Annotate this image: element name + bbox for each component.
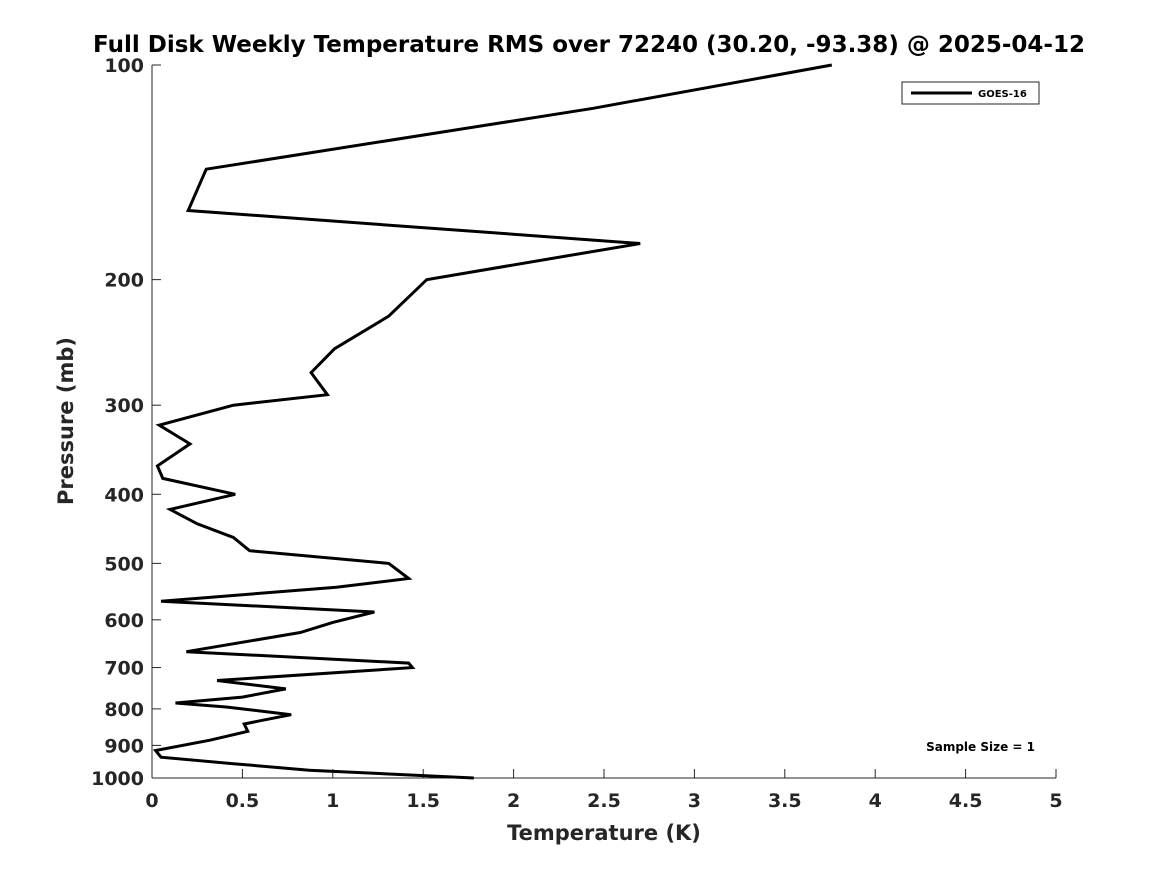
x-tick-label: 0.5 [226, 790, 260, 812]
series-layer [152, 63, 833, 780]
x-tick-label: 1.5 [406, 790, 440, 812]
y-tick-label: 600 [104, 610, 144, 632]
y-axis-ticks: 100 200 300 400 500 600 700 800 900 1000 [91, 55, 161, 790]
y-tick-label: 900 [104, 735, 144, 757]
x-tick-label: 4.5 [949, 790, 983, 812]
x-tick-label: 5 [1049, 790, 1062, 812]
y-tick-label: 700 [104, 658, 144, 680]
legend-label: GOES-16 [978, 89, 1027, 100]
series-line-goes-16 [152, 63, 833, 780]
legend: GOES-16 [901, 81, 1040, 105]
x-axis-ticks: 0 0.5 1 1.5 2 2.5 3 3.5 4 4.5 5 [145, 769, 1063, 812]
x-tick-label: 2 [507, 790, 520, 812]
x-tick-label: 3.5 [768, 790, 802, 812]
y-tick-label: 800 [104, 699, 144, 721]
y-tick-label: 100 [104, 55, 144, 77]
x-tick-label: 0 [145, 790, 158, 812]
y-tick-label: 1000 [91, 768, 144, 790]
y-tick-label: 200 [104, 270, 144, 292]
x-tick-label: 1 [326, 790, 339, 812]
x-tick-label: 3 [688, 790, 701, 812]
sample-size-annotation: Sample Size = 1 [926, 740, 1035, 754]
y-tick-label: 300 [104, 395, 144, 417]
x-tick-label: 2.5 [587, 790, 621, 812]
x-tick-label: 4 [869, 790, 882, 812]
x-axis-label: Temperature (K) [507, 821, 701, 845]
chart-title: Full Disk Weekly Temperature RMS over 72… [93, 32, 1085, 58]
y-tick-label: 500 [104, 553, 144, 575]
y-axis-label: Pressure (mb) [54, 337, 78, 505]
y-tick-label: 400 [104, 484, 144, 506]
